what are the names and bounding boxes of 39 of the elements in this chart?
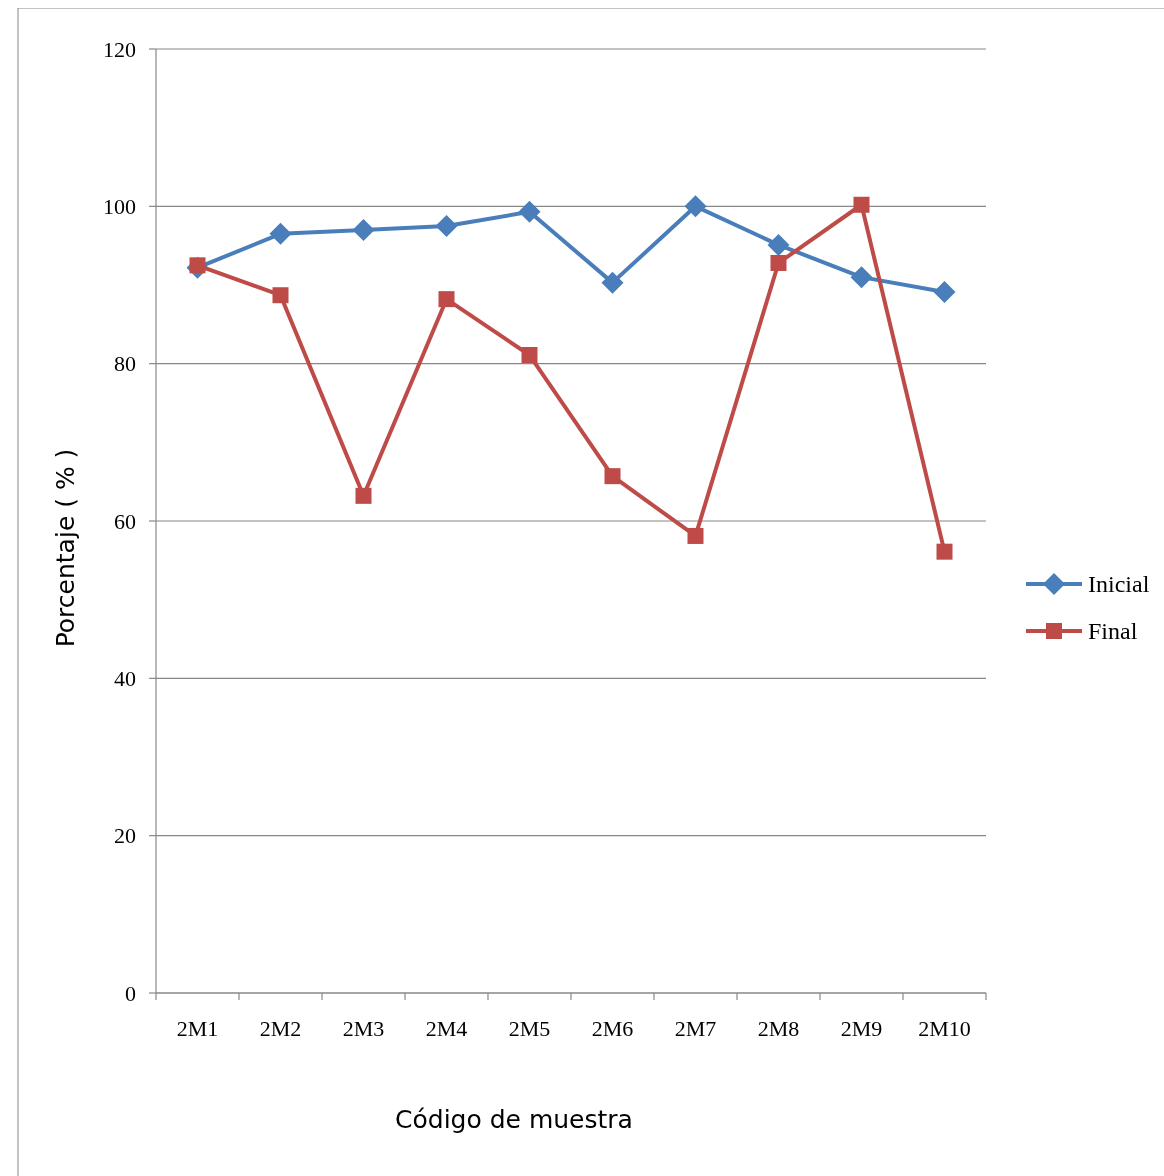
- point: [770, 254, 787, 271]
- y-tick-label: 100: [103, 194, 136, 220]
- point: [521, 347, 538, 364]
- point: [438, 291, 455, 308]
- x-tick-label: 2M7: [674, 1016, 717, 1041]
- point: [936, 543, 953, 560]
- y-tick-label: 120: [103, 36, 136, 62]
- point: [767, 233, 790, 256]
- y-axis-title: Porcentaje ( % ): [51, 448, 80, 648]
- x-tick-label: 2M10: [918, 1016, 971, 1041]
- x-tick-label: 2M9: [840, 1016, 883, 1041]
- x-tick-label: 2M4: [425, 1016, 468, 1041]
- x-axis-title: Código de muestra: [395, 1105, 633, 1134]
- point: [518, 200, 541, 223]
- legend-label: Final: [1088, 618, 1138, 645]
- point: [352, 218, 375, 241]
- y-tick-label: 0: [125, 980, 136, 1006]
- legend-label: Inicial: [1088, 571, 1150, 598]
- y-tick-label: 20: [114, 823, 136, 849]
- point: [272, 287, 289, 304]
- y-tick-label: 80: [114, 351, 136, 377]
- point: [853, 196, 870, 213]
- x-tick-label: 2M1: [176, 1016, 219, 1041]
- point: [684, 195, 707, 218]
- y-tick-label: 40: [114, 666, 136, 692]
- x-tick-label: 2M8: [757, 1016, 800, 1041]
- point: [933, 281, 956, 304]
- x-tick-label: 2M2: [259, 1016, 302, 1041]
- point: [850, 266, 873, 289]
- point: [687, 527, 704, 544]
- point: [355, 487, 372, 504]
- x-tick-label: 2M6: [591, 1016, 634, 1041]
- y-tick-label: 60: [114, 508, 136, 534]
- x-tick-label: 2M5: [508, 1016, 551, 1041]
- x-tick-label: 2M3: [342, 1016, 385, 1041]
- point: [435, 215, 458, 237]
- point: [604, 468, 621, 485]
- point: [601, 271, 624, 294]
- point: [269, 222, 292, 245]
